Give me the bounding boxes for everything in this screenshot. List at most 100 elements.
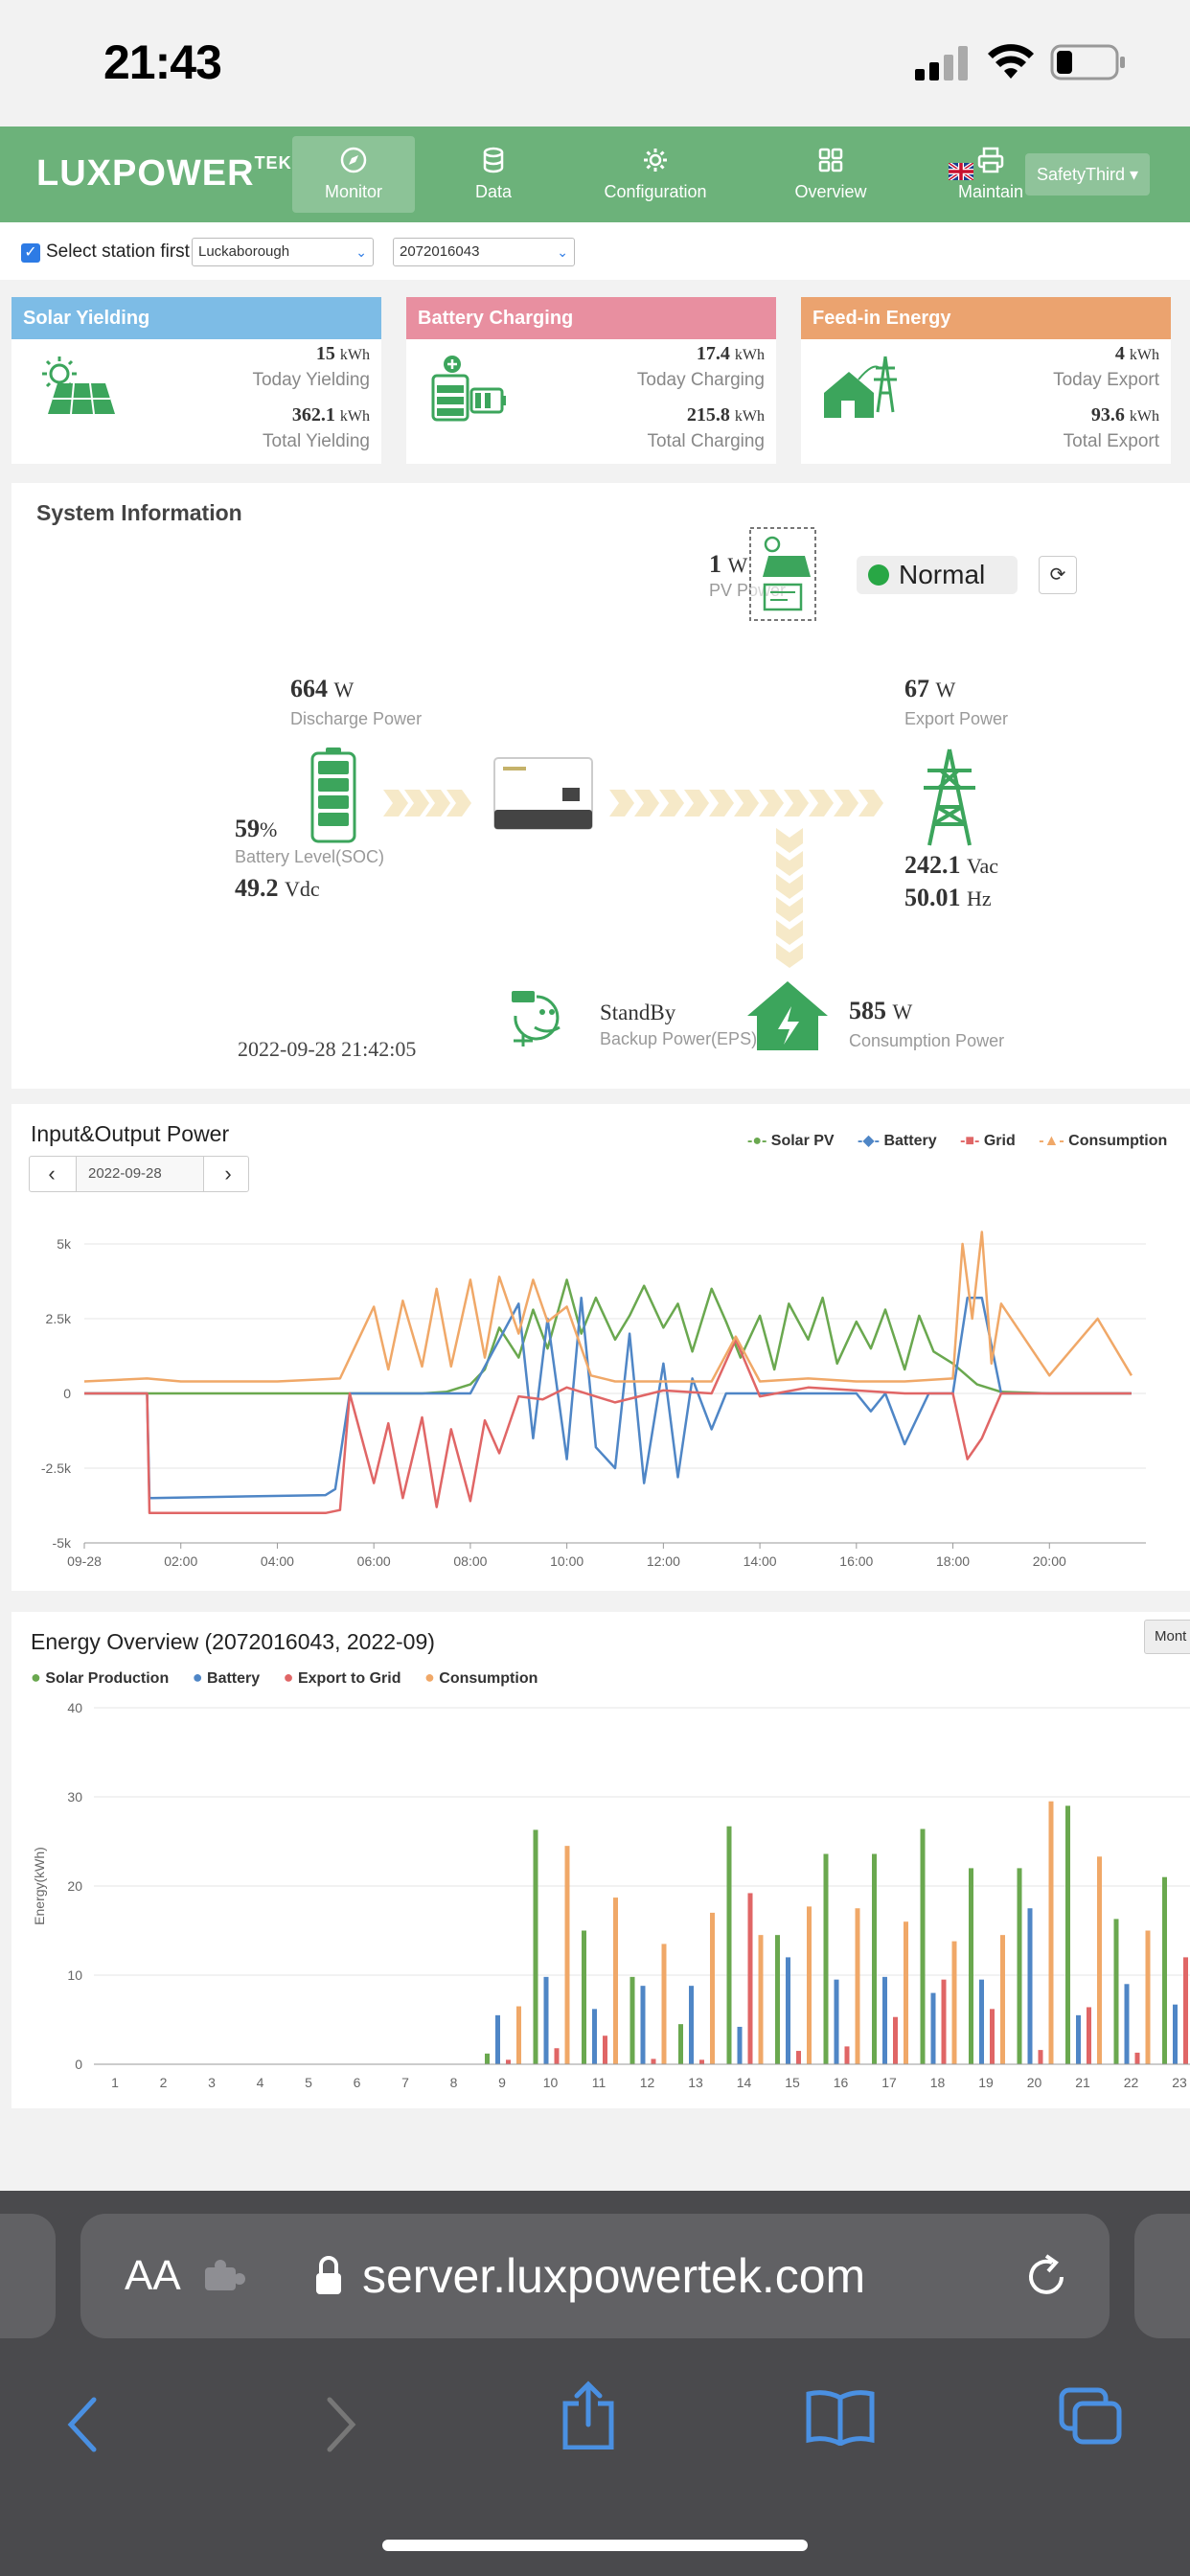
legend-grid[interactable]: -■- Grid	[960, 1133, 1016, 1149]
y-tick-label: -5k	[53, 1535, 72, 1551]
consumption-power-value: 585 W	[849, 997, 913, 1024]
battery-icon	[1050, 44, 1125, 80]
date-navigator: ‹ 2022-09-28 ›	[29, 1156, 249, 1192]
solar-card-title: Solar Yielding	[11, 297, 381, 339]
feedin-today-value: 4 kWh	[1114, 343, 1159, 364]
x-tick-label: 3	[208, 2075, 216, 2090]
uk-flag-icon[interactable]	[949, 163, 973, 180]
month-button[interactable]: Mont	[1144, 1620, 1190, 1654]
bar-export-to-grid	[506, 2059, 511, 2064]
refresh-icon: ⟳	[1049, 564, 1066, 586]
y-tick-label: 5k	[57, 1236, 72, 1252]
station-selector-row: ✓ Select station first Luckaborough ⌄ 20…	[0, 222, 1190, 280]
nav-data-label: Data	[474, 182, 513, 201]
bar-export-to-grid	[747, 1893, 753, 2064]
bar-consumption	[516, 2006, 521, 2064]
status-time: 21:43	[103, 35, 222, 89]
address-bar[interactable]: AA server.luxpowertek.com	[80, 2214, 1110, 2338]
nav-monitor[interactable]: Monitor	[292, 136, 415, 213]
reload-icon[interactable]	[1021, 2252, 1071, 2302]
bar-export-to-grid	[990, 2009, 995, 2064]
bar-export-to-grid	[1038, 2050, 1043, 2064]
status-indicator: Normal	[857, 556, 1018, 594]
x-tick-label: 17	[881, 2075, 897, 2090]
battery-icon	[310, 748, 356, 843]
bookmarks-icon[interactable]	[805, 2388, 876, 2446]
legend-battery[interactable]: ● Battery	[192, 1668, 261, 1687]
select-station-checkbox[interactable]: ✓	[21, 243, 40, 263]
legend-export-to-grid[interactable]: ● Export to Grid	[283, 1668, 401, 1687]
extension-puzzle-icon[interactable]	[203, 2260, 247, 2292]
nav-data[interactable]: Data	[432, 136, 555, 213]
legend-consumption[interactable]: -▲- Consumption	[1039, 1133, 1168, 1149]
x-tick-label: 19	[978, 2075, 994, 2090]
luxpower-logo[interactable]: LUXPOWERTEK	[36, 153, 292, 194]
x-tick-label: 18:00	[936, 1553, 970, 1569]
x-tick-label: 12:00	[647, 1553, 680, 1569]
home-consumption-icon	[747, 981, 828, 1050]
compass-icon	[340, 147, 367, 173]
bar-consumption	[613, 1898, 618, 2064]
user-dropdown[interactable]: SafetyThird ▾	[1025, 153, 1150, 196]
date-input[interactable]: 2022-09-28	[76, 1157, 204, 1191]
next-date-button[interactable]: ›	[206, 1157, 250, 1191]
serial-select[interactable]: 2072016043 ⌄	[393, 238, 575, 266]
share-icon[interactable]	[560, 2380, 617, 2450]
reader-options-button[interactable]: AA	[125, 2252, 181, 2299]
legend-dot: ●	[31, 1668, 41, 1687]
prev-date-button[interactable]: ‹	[30, 1157, 74, 1191]
forward-icon[interactable]	[322, 2396, 360, 2453]
backup-power-icon	[512, 991, 561, 1046]
bar-battery	[689, 1986, 694, 2064]
soc-value: 59%	[235, 815, 278, 842]
bar-export-to-grid	[554, 2048, 560, 2064]
tabs-icon[interactable]	[1058, 2386, 1125, 2448]
back-icon[interactable]	[63, 2396, 102, 2453]
legend-dot: ●	[283, 1668, 294, 1687]
chevron-down-icon: ⌄	[355, 244, 367, 260]
x-tick-label: 16:00	[839, 1553, 873, 1569]
bar-battery	[834, 1979, 839, 2064]
y-axis-label: Energy(kWh)	[32, 1847, 47, 1925]
bar-battery	[1124, 1984, 1130, 2064]
next-tab-peek[interactable]	[1134, 2214, 1190, 2338]
y-tick-label: 2.5k	[46, 1311, 72, 1326]
x-tick-label: 20:00	[1033, 1553, 1066, 1569]
battery-card-title: Battery Charging	[406, 297, 776, 339]
bar-consumption	[661, 1944, 667, 2064]
legend-consumption[interactable]: ● Consumption	[423, 1668, 538, 1687]
energy-chart-legend: ● Solar Production ● Battery ● Export to…	[31, 1668, 538, 1688]
previous-tab-peek[interactable]	[0, 2214, 56, 2338]
discharge-power-label: Discharge Power	[290, 709, 423, 728]
pv-power-value: 1 W	[709, 550, 748, 578]
x-tick-label: 08:00	[453, 1553, 487, 1569]
nav-overview[interactable]: Overview	[769, 136, 892, 213]
cellular-signal-icon	[915, 46, 968, 80]
legend-solar-production[interactable]: ● Solar Production	[31, 1668, 170, 1687]
energy-chart-title: Energy Overview (2072016043, 2022-09)	[31, 1629, 435, 1654]
x-tick-label: 04:00	[261, 1553, 294, 1569]
house-grid-icon	[824, 356, 897, 418]
refresh-button[interactable]: ⟳	[1039, 556, 1077, 594]
x-tick-label: 06:00	[357, 1553, 391, 1569]
x-tick-label: 20	[1027, 2075, 1042, 2090]
x-tick-label: 15	[785, 2075, 800, 2090]
wifi-icon	[988, 44, 1034, 79]
nav-maintain[interactable]: Maintain	[929, 136, 1052, 213]
bar-battery	[1076, 2014, 1081, 2064]
station-select[interactable]: Luckaborough ⌄	[192, 238, 374, 266]
station-select-value: Luckaborough	[198, 243, 290, 260]
y-tick-label: 30	[67, 1789, 82, 1805]
nav-configuration[interactable]: Configuration	[593, 136, 718, 213]
bar-solar-production	[533, 1829, 538, 2064]
url-text[interactable]: server.luxpowertek.com	[362, 2249, 866, 2303]
legend-battery[interactable]: -◆- Battery	[858, 1133, 937, 1149]
system-information-title: System Information	[36, 500, 242, 525]
legend-solar-pv[interactable]: -●- Solar PV	[747, 1133, 835, 1149]
nav-monitor-label: Monitor	[324, 182, 383, 201]
serial-select-value: 2072016043	[400, 243, 480, 260]
x-tick-label: 2	[160, 2075, 168, 2090]
solar-total-value: 362.1 kWh	[291, 404, 370, 426]
export-power-label: Export Power	[904, 709, 1009, 728]
